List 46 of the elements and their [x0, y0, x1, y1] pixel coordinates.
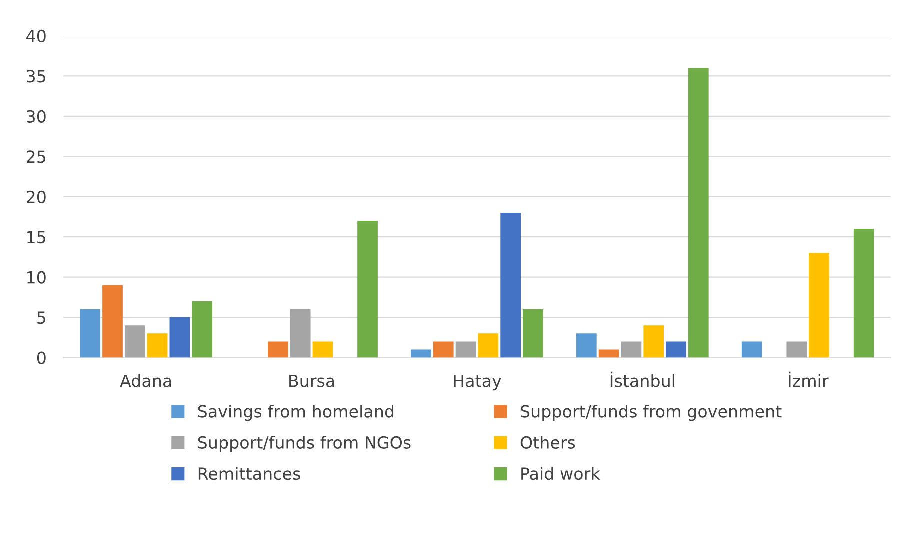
bar: [433, 342, 454, 358]
x-tick-label: Bursa: [290, 374, 334, 388]
bar: [644, 326, 664, 358]
bar: [688, 68, 709, 358]
y-tick-label: 5: [38, 312, 46, 324]
y-tick-label: 25: [26, 150, 46, 164]
legend-label: Remittances: [198, 467, 300, 480]
x-tick-label: Adana: [120, 374, 172, 388]
y-tick-label: 15: [28, 231, 46, 244]
bar: [80, 310, 101, 358]
bar: [358, 221, 378, 358]
bar: [621, 342, 642, 358]
bar: [124, 326, 146, 358]
bar: [170, 318, 190, 358]
legend-label: Others: [520, 436, 576, 450]
bar: [147, 334, 168, 358]
bar: [290, 310, 311, 358]
bar: [312, 342, 334, 358]
bar: [523, 310, 544, 358]
legend-label: Savings from homeland: [198, 404, 394, 422]
bar: [742, 342, 762, 358]
y-tick-label: 20: [26, 190, 46, 204]
bar: [478, 334, 499, 358]
bar: [598, 350, 620, 358]
bar: [102, 285, 123, 358]
bar: [576, 334, 597, 358]
legend-label: Paid work: [522, 467, 600, 480]
bar: [500, 212, 521, 358]
bar: [268, 342, 288, 358]
legend-label: Support/funds from govenment: [521, 404, 782, 422]
bar: [786, 342, 808, 358]
y-tick-label: 30: [27, 110, 46, 123]
x-tick-label: İstanbul: [610, 372, 674, 388]
x-tick-label: Hatay: [454, 374, 502, 391]
y-tick-label: 40: [26, 30, 46, 43]
bar: [456, 342, 476, 358]
bar: [809, 253, 830, 358]
x-tick-label: İzmir: [789, 372, 829, 388]
y-tick-label: 0: [37, 352, 46, 364]
y-tick-label: 10: [28, 271, 46, 284]
y-tick-label: 35: [27, 70, 46, 83]
bar: [192, 301, 213, 358]
legend-label: Support/funds from NGOs: [198, 436, 411, 452]
bar: [854, 229, 874, 358]
bar: [411, 350, 432, 358]
bar: [666, 342, 686, 358]
